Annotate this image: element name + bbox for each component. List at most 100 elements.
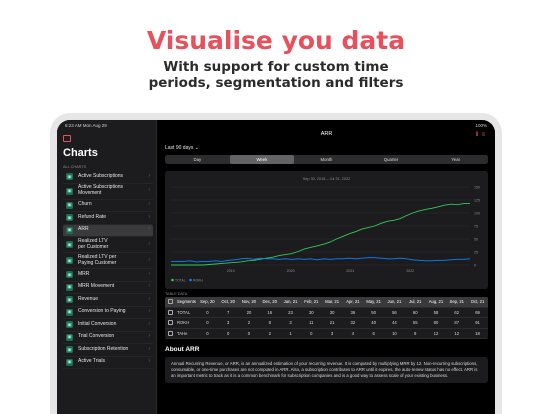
table-header-cell: Aug, 21 (428, 299, 444, 305)
sidebar-toggle-icon[interactable] (63, 135, 71, 142)
table-cell: 32 (350, 320, 356, 326)
chart-item-icon: ▣ (66, 214, 73, 222)
segment-quarter[interactable]: Quarter (383, 157, 399, 162)
row-checkbox[interactable] (168, 330, 173, 336)
table-cell: 55 (412, 320, 418, 326)
table-cell: 2 (247, 320, 251, 326)
table-cell: 6 (372, 330, 375, 336)
sidebar-item[interactable]: ▣ MRR Movement › (63, 282, 153, 294)
sidebar-item-label: Refund Rate (78, 214, 106, 221)
y-tick-label: 75 (474, 224, 478, 228)
legend-swatch (189, 278, 192, 282)
sidebar-item-label: Active Trials (78, 359, 105, 365)
sidebar-item[interactable]: ▣ Active Trials › (63, 357, 153, 369)
table-row: ROKH 0 3 2 8 3 11 21 32 40 44 55 80 87 91 (165, 318, 488, 329)
sidebar-item-label: Active Subscriptions (78, 173, 123, 180)
table-row-label: TAHe (165, 330, 197, 336)
sidebar-item[interactable]: ▣ Active Subscriptions Movement › (63, 184, 153, 200)
sidebar-item[interactable]: ▣ Refund Rate › (63, 212, 153, 225)
sidebar-item-label-line: Realized LTV (78, 237, 108, 244)
chevron-right-icon: › (148, 283, 150, 290)
sidebar-item[interactable]: ▣ Revenue › (63, 294, 153, 307)
sidebar-item[interactable]: ▣ MRR › (63, 269, 153, 282)
table-header-cell: Sep, 20 (200, 299, 215, 305)
segment-week[interactable]: Week (229, 155, 295, 164)
chevron-right-icon: › (148, 213, 150, 220)
chart-item-icon: ▣ (66, 257, 73, 264)
promo-subtitle-line2: periods, segmentation and filters (148, 75, 404, 91)
main-content: ARR Ⅱ≡ Last 90 days ⌄ Day Week Month Quarte… (158, 120, 495, 414)
sidebar-item-label-line: Active Trials (78, 358, 105, 365)
table-cell: 62 (454, 309, 460, 315)
sidebar-item[interactable]: ▣ ARR › (63, 224, 153, 237)
sidebar-item-label-line: per Customer (78, 243, 109, 250)
app-screen: Charts ALL CHARTS ▣ Active Subscriptions ›… (57, 120, 495, 414)
table-cell: 58 (433, 309, 439, 315)
sidebar-item-label: Churn (78, 202, 92, 208)
chart-item-icon: ▣ (66, 271, 73, 279)
sidebar-item-label-line: Paying Customer (78, 259, 117, 266)
series-line-rokh (171, 257, 471, 263)
table-cell: 16 (267, 309, 273, 315)
segment-year[interactable]: Year (451, 157, 461, 162)
chart-svg: Sep 30, 2018 – Jul 31, 2022 150 125 100 75 50… (171, 177, 480, 282)
table-cell: 30 (308, 309, 314, 315)
sidebar-item-label-line: Revenue (78, 295, 99, 302)
sidebar-item[interactable]: ▣ Realized LTV per Customer › (63, 237, 153, 253)
select-all-checkbox[interactable] (168, 299, 173, 305)
table-cell: 30 (329, 309, 335, 315)
table-header-cell: Mar, 21 (325, 299, 340, 305)
y-tick-label: 50 (474, 237, 478, 241)
row-checkbox[interactable] (168, 320, 173, 326)
sidebar-item[interactable]: ▣ Conversion to Paying › (63, 307, 153, 319)
chevron-right-icon: › (148, 308, 150, 315)
sidebar-item[interactable]: ▣ Initial Conversion › (63, 319, 153, 332)
sidebar-item[interactable]: ▣ Churn › (63, 200, 153, 212)
chart-item-icon: ▣ (66, 173, 73, 181)
segment-month[interactable]: Month (320, 157, 333, 162)
chart-item-icon: ▣ (66, 201, 73, 209)
chevron-right-icon: › (148, 345, 150, 352)
chart-item-icon: ▣ (66, 358, 73, 366)
status-battery: 100% (475, 123, 487, 128)
table-cell: 60 (412, 309, 418, 315)
table-cell: 3 (227, 320, 230, 326)
y-tick-label: 0 (474, 263, 476, 267)
sidebar-item[interactable]: ▣ Active Subscriptions › (63, 171, 153, 184)
segment-name: TAHe (177, 330, 188, 336)
table-cell: 0 (247, 330, 251, 336)
ipad-frame: Charts ALL CHARTS ▣ Active Subscriptions ›… (50, 113, 502, 414)
chart-item-icon: ▣ (66, 296, 73, 304)
chevron-right-icon: › (148, 333, 150, 340)
segment-day[interactable]: Day (193, 157, 202, 162)
table-row: TAHe 0 0 0 2 1 0 3 4 6 10 9 12 12 18 (165, 329, 488, 339)
table-header-cell: Jun, 21 (387, 299, 402, 305)
period-selector[interactable]: Last 90 days ⌄ (165, 145, 199, 151)
filter-icon[interactable]: ≡ (481, 132, 488, 138)
table-cell: 9 (414, 330, 417, 336)
sidebar-item-label: ARR (78, 227, 89, 233)
table-header-text: Segments (177, 299, 196, 305)
sidebar-item-label: Active Subscriptions Movement (78, 184, 123, 197)
series-line-total (171, 203, 470, 266)
table-cell: 80 (433, 320, 439, 326)
chart-type-icon[interactable]: Ⅱ (475, 132, 482, 138)
sidebar-item[interactable]: ▣ Realized LTV per Paying Customer › (63, 253, 153, 269)
table-cell: 36 (350, 309, 356, 315)
table-header-cell: Jan, 21 (283, 299, 298, 305)
table-cell: 4 (351, 330, 355, 336)
legend-label: ROKH (193, 278, 203, 282)
sidebar-item-label-line: Trial Conversion (78, 333, 115, 340)
y-tick-label: 25 (474, 250, 478, 254)
sidebar-item-label: MRR Movement (78, 284, 114, 290)
resolution-segmented-control: Day Week Month Quarter Year (165, 155, 488, 164)
table-data-label: TABLE DATA (165, 292, 188, 296)
sidebar-item[interactable]: ▣ Subscription Retention › (63, 344, 153, 357)
table-cell: 40 (371, 320, 376, 326)
chevron-right-icon: › (148, 187, 150, 194)
row-checkbox[interactable] (168, 309, 173, 315)
table-header-cell: Feb, 21 (304, 299, 319, 305)
sidebar-item[interactable]: ▣ Trial Conversion › (63, 332, 153, 344)
page-title: ARR (320, 131, 333, 137)
segment-name: TOTAL (177, 309, 191, 315)
